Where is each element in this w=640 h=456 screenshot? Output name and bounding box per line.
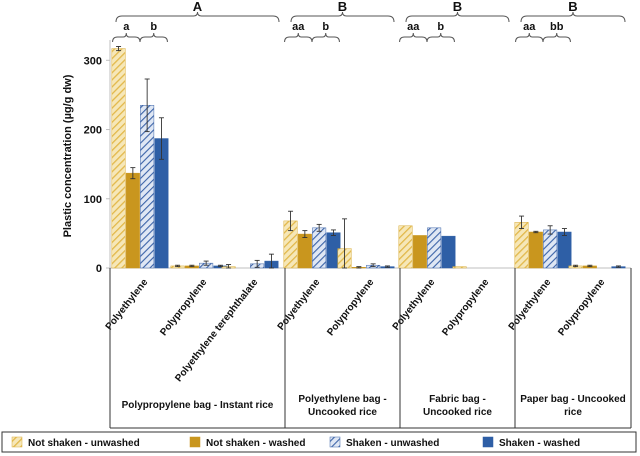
group-label: Polyethylene bag - Uncooked rice	[298, 394, 386, 418]
legend-swatch	[482, 436, 494, 448]
bar	[312, 227, 327, 269]
pair-significance-label: a	[123, 21, 130, 33]
bar	[557, 231, 572, 269]
pair-significance-label: aa	[292, 21, 305, 33]
y-tick-label: 300	[84, 55, 102, 67]
category-label: Polypropylene	[325, 277, 376, 338]
group-label-line: Polyethylene bag -	[298, 394, 386, 405]
y-tick-label: 0	[96, 263, 102, 275]
category-label: Polyethylene	[391, 277, 438, 333]
group-label: Paper bag - Uncooked rice	[520, 394, 626, 418]
pair-significance-label: bb	[550, 21, 564, 33]
y-tick-label: 200	[84, 125, 102, 137]
group-brace	[115, 11, 280, 23]
y-tick-label: 100	[84, 194, 102, 206]
pair-brace	[311, 32, 340, 43]
y-axis-ticks: 0 100 200 300	[84, 55, 110, 275]
pair-significance-label: aa	[523, 21, 536, 33]
pair-brace	[112, 32, 141, 43]
group-label-line: rice	[564, 407, 582, 418]
group-brace	[405, 11, 510, 23]
pair-significance-label: b	[322, 21, 329, 33]
legend-box	[1, 431, 637, 453]
bar	[452, 266, 467, 269]
group-label-line: Fabric bag -	[429, 394, 486, 405]
legend-swatch	[11, 436, 23, 448]
group-label-line: Paper bag - Uncooked	[520, 394, 626, 405]
category-label: Polypropylene	[440, 277, 491, 338]
bar	[441, 235, 456, 269]
group-significance-label: B	[568, 0, 577, 14]
legend-label: Shaken - washed	[499, 438, 580, 449]
y-axis-label: Plastic concentration (µg/g dw)	[62, 74, 74, 237]
pair-brace	[515, 32, 544, 43]
pair-significance-label: b	[150, 21, 157, 33]
group-significance-label: A	[193, 0, 203, 14]
bar	[398, 225, 413, 269]
pair-brace	[139, 32, 168, 43]
bar	[543, 229, 558, 269]
group-label: Fabric bag - Uncooked rice	[423, 394, 492, 418]
category-label: Polypropylene	[158, 277, 209, 338]
category-label: Polyethylene	[507, 277, 554, 333]
group-significance-label: B	[453, 0, 462, 14]
bar	[297, 233, 312, 269]
error-bars	[116, 46, 621, 269]
legend-label: Not shaken - washed	[206, 438, 305, 449]
bar	[427, 227, 442, 269]
group-significance-label: B	[338, 0, 347, 14]
pair-significance-label: b	[437, 21, 444, 33]
group-label: Polypropylene bag - Instant rice	[122, 400, 274, 411]
category-label: Polyethylene	[104, 277, 151, 333]
category-label: Polyethylene terephthalate	[173, 277, 260, 384]
pair-brace	[426, 32, 455, 43]
group-brace	[290, 11, 395, 23]
pair-brace	[542, 32, 571, 43]
legend-label: Shaken - unwashed	[346, 438, 439, 449]
legend-swatch	[189, 436, 201, 448]
legend: Not shaken - unwashed Not shaken - washed…	[1, 431, 637, 453]
group-label-line: Uncooked rice	[423, 407, 492, 418]
group-label-line: Polypropylene bag - Instant rice	[122, 400, 274, 411]
bar	[412, 235, 427, 269]
legend-label: Not shaken - unwashed	[28, 438, 140, 449]
group-label-line: Uncooked rice	[308, 407, 377, 418]
bars	[111, 48, 626, 269]
pair-brace	[284, 32, 313, 43]
bar	[111, 48, 126, 269]
bar	[528, 231, 543, 269]
group-brace	[520, 11, 626, 23]
category-label: Polyethylene	[276, 277, 323, 333]
pair-significance-label: aa	[407, 21, 420, 33]
category-label: Polypropylene	[556, 277, 607, 338]
bar	[125, 172, 140, 269]
legend-swatch	[329, 436, 341, 448]
group-table: Polypropylene bag - Instant rice Polyethy…	[109, 268, 632, 429]
pair-brace	[399, 32, 428, 43]
bar	[514, 222, 529, 269]
